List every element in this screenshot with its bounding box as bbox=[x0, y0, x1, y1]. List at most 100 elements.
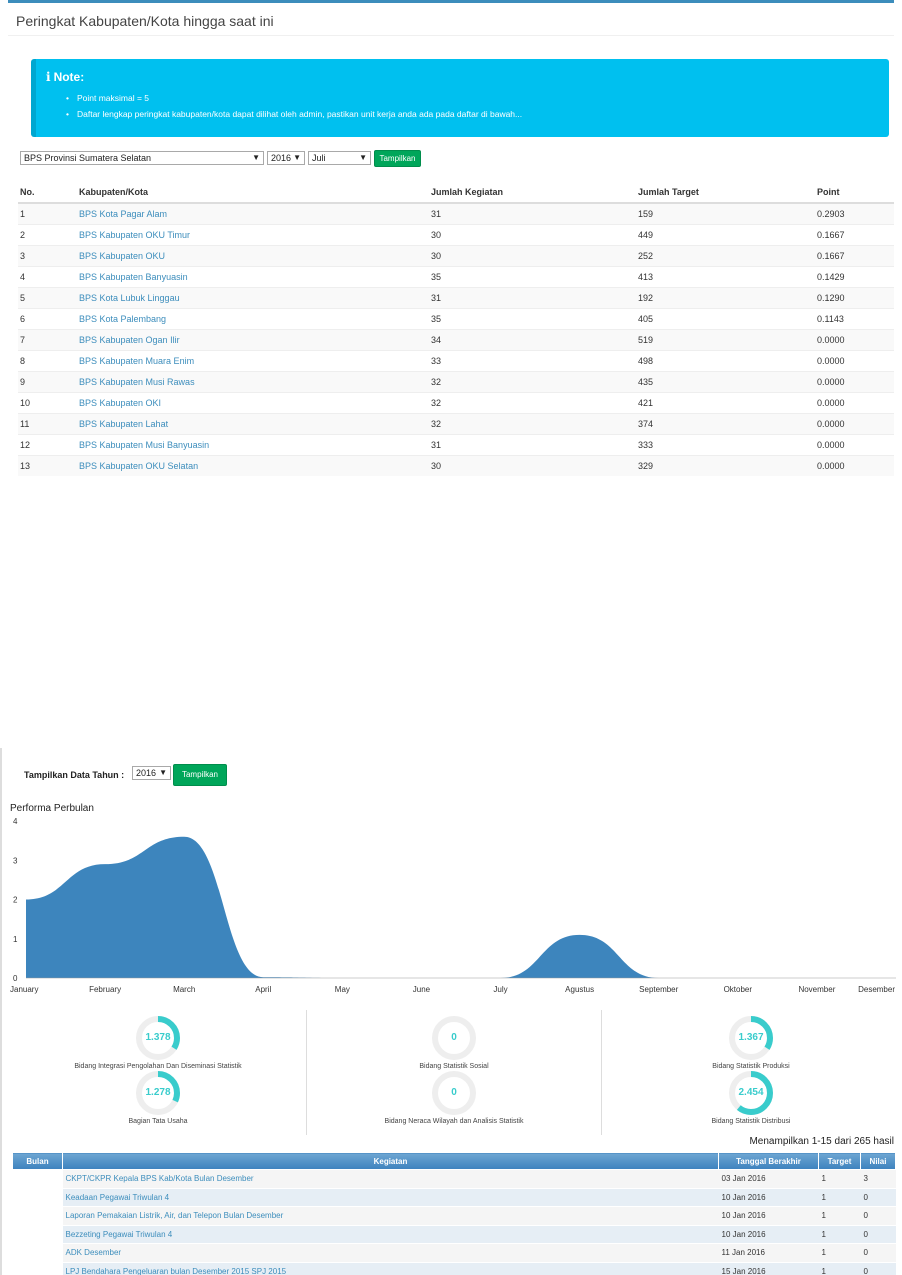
x-tick-label: January bbox=[10, 985, 38, 994]
show-performance-button[interactable]: Tampilkan bbox=[173, 764, 227, 786]
table-cell: 3 bbox=[18, 244, 77, 266]
gauge-label: Bidang Statistik Distribusi bbox=[711, 1118, 791, 1125]
x-tick-label: Oktober bbox=[724, 985, 753, 994]
table-cell: 0.1290 bbox=[815, 286, 894, 308]
table-row: Laporan Pemakaian Listrik, Air, dan Tele… bbox=[13, 1206, 896, 1226]
activity-link[interactable]: CKPT/CKPR Kepala BPS Kab/Kota Bulan Dese… bbox=[62, 1169, 719, 1189]
table-row: 4 BPS Kabupaten Banyuasin 35 413 0.1429 bbox=[18, 265, 894, 287]
activity-link[interactable]: Bezzeting Pegawai Triwulan 4 bbox=[62, 1225, 719, 1244]
gauge-donut: 1.367 bbox=[728, 1015, 774, 1061]
x-tick-label: June bbox=[413, 985, 431, 994]
chart-svg: 0 1 2 3 4 January February March April May June Jul… bbox=[10, 817, 896, 994]
region-link[interactable]: BPS Kota Lubuk Linggau bbox=[77, 286, 429, 308]
table-cell: 192 bbox=[636, 286, 815, 308]
table-cell: 15 Jan 2016 bbox=[718, 1262, 819, 1275]
table-cell: 35 bbox=[429, 265, 636, 287]
gauge-value: 1.378 bbox=[145, 1032, 171, 1043]
gauge-section: 1.378 Bidang Integrasi Pengolahan Dan Dis… bbox=[2, 1010, 902, 1135]
column-header: Kegiatan bbox=[62, 1152, 719, 1170]
region-link[interactable]: BPS Kabupaten Musi Banyuasin bbox=[77, 433, 429, 455]
region-link[interactable]: BPS Kabupaten Musi Rawas bbox=[77, 370, 429, 392]
table-cell: 10 bbox=[18, 391, 77, 413]
column-header: Jumlah Kegiatan bbox=[429, 182, 636, 204]
region-link[interactable]: BPS Kabupaten Lahat bbox=[77, 412, 429, 434]
table-cell: 0 bbox=[860, 1188, 896, 1207]
table-cell: 329 bbox=[636, 454, 815, 476]
table-cell: 31 bbox=[429, 202, 636, 224]
gauge-value: 2.454 bbox=[738, 1087, 764, 1098]
table-row: CKPT/CKPR Kepala BPS Kab/Kota Bulan Dese… bbox=[12, 1169, 896, 1275]
gauge-value: 1.367 bbox=[738, 1032, 764, 1043]
month-cell bbox=[12, 1169, 63, 1275]
table-cell: 32 bbox=[429, 370, 636, 392]
divider bbox=[8, 35, 894, 36]
table-cell: 519 bbox=[636, 328, 815, 350]
table-row: 2 BPS Kabupaten OKU Timur 30 449 0.1667 bbox=[18, 223, 894, 245]
table-cell: 32 bbox=[429, 412, 636, 434]
table-row: 10 BPS Kabupaten OKI 32 421 0.0000 bbox=[18, 391, 894, 413]
gauge-value: 0 bbox=[451, 1087, 457, 1098]
ranking-table: No. Kabupaten/Kota Jumlah Kegiatan Jumla… bbox=[18, 182, 894, 476]
dropdown-arrow-icon: ▼ bbox=[159, 768, 167, 777]
year-select[interactable]: 2016 ▼ bbox=[267, 151, 305, 165]
table-cell: 11 bbox=[18, 412, 77, 434]
activity-link[interactable]: LPJ Bendahara Pengeluaran bulan Desember… bbox=[62, 1262, 719, 1275]
table-cell: 0.1143 bbox=[815, 307, 894, 329]
gauge-label: Bidang Integrasi Pengolahan Dan Disemina… bbox=[74, 1063, 242, 1070]
performance-panel: Tampilkan Data Tahun : 2016 ▼ Tampilkan … bbox=[0, 748, 902, 1275]
y-tick-label: 4 bbox=[13, 817, 18, 826]
table-cell: 0.0000 bbox=[815, 433, 894, 455]
month-select[interactable]: Juli ▼ bbox=[308, 151, 371, 165]
table-header-row: No. Kabupaten/Kota Jumlah Kegiatan Jumla… bbox=[18, 182, 894, 204]
table-cell: 0.0000 bbox=[815, 391, 894, 413]
column-header: Kabupaten/Kota bbox=[77, 182, 429, 204]
performance-year-select[interactable]: 2016 ▼ bbox=[132, 766, 171, 780]
table-row: 7 BPS Kabupaten Ogan Ilir 34 519 0.0000 bbox=[18, 328, 894, 350]
table-row: 9 BPS Kabupaten Musi Rawas 32 435 0.0000 bbox=[18, 370, 894, 392]
ranking-table-body: 1 BPS Kota Pagar Alam 31 159 0.2903 2 BPS Kabu… bbox=[18, 202, 894, 476]
table-cell: 30 bbox=[429, 454, 636, 476]
x-tick-label: May bbox=[335, 985, 350, 994]
table-row: 12 BPS Kabupaten Musi Banyuasin 31 333 0.000… bbox=[18, 433, 894, 455]
x-tick-label: Desember bbox=[858, 985, 895, 994]
table-cell: 10 Jan 2016 bbox=[718, 1188, 819, 1207]
province-select[interactable]: BPS Provinsi Sumatera Selatan ▼ bbox=[20, 151, 264, 165]
performance-area-series bbox=[26, 836, 896, 978]
table-cell: 9 bbox=[18, 370, 77, 392]
region-link[interactable]: BPS Kota Pagar Alam bbox=[77, 202, 429, 224]
activity-link[interactable]: Keadaan Pegawai Triwulan 4 bbox=[62, 1188, 719, 1207]
region-link[interactable]: BPS Kota Palembang bbox=[77, 307, 429, 329]
table-cell: 1 bbox=[818, 1188, 861, 1207]
table-cell: 421 bbox=[636, 391, 815, 413]
table-row: Bezzeting Pegawai Triwulan 4 10 Jan 2016 1… bbox=[13, 1225, 896, 1244]
year-filter-label: Tampilkan Data Tahun : bbox=[24, 770, 125, 780]
gauge-donut: 0 bbox=[431, 1015, 477, 1061]
region-link[interactable]: BPS Kabupaten OKU Selatan bbox=[77, 454, 429, 476]
gauge-donut: 2.454 bbox=[728, 1070, 774, 1116]
table-cell: 159 bbox=[636, 202, 815, 224]
table-cell: 10 Jan 2016 bbox=[718, 1206, 819, 1226]
gauge-label: Bidang Neraca Wilayah dan Analisis Stati… bbox=[384, 1118, 524, 1125]
table-cell: 30 bbox=[429, 223, 636, 245]
region-link[interactable]: BPS Kabupaten Banyuasin bbox=[77, 265, 429, 287]
region-link[interactable]: BPS Kabupaten Muara Enim bbox=[77, 349, 429, 371]
table-row: LPJ Bendahara Pengeluaran bulan Desember… bbox=[13, 1262, 896, 1275]
table-cell: 498 bbox=[636, 349, 815, 371]
column-header: Nilai bbox=[860, 1152, 896, 1170]
table-cell: 449 bbox=[636, 223, 815, 245]
show-ranking-button[interactable]: Tampilkan bbox=[374, 150, 421, 167]
activity-table-body: CKPT/CKPR Kepala BPS Kab/Kota Bulan Dese… bbox=[12, 1169, 896, 1275]
region-link[interactable]: BPS Kabupaten OKU bbox=[77, 244, 429, 266]
region-link[interactable]: BPS Kabupaten OKI bbox=[77, 391, 429, 413]
region-link[interactable]: BPS Kabupaten OKU Timur bbox=[77, 223, 429, 245]
activity-link[interactable]: ADK Desember bbox=[62, 1243, 719, 1263]
table-cell: 03 Jan 2016 bbox=[718, 1169, 819, 1189]
activity-link[interactable]: Laporan Pemakaian Listrik, Air, dan Tele… bbox=[62, 1206, 719, 1226]
gauge-column bbox=[306, 1010, 602, 1135]
table-cell: 1 bbox=[818, 1169, 861, 1189]
table-cell: 0.0000 bbox=[815, 370, 894, 392]
region-link[interactable]: BPS Kabupaten Ogan Ilir bbox=[77, 328, 429, 350]
table-cell: 6 bbox=[18, 307, 77, 329]
info-icon: i bbox=[46, 70, 51, 84]
table-cell: 0.0000 bbox=[815, 454, 894, 476]
